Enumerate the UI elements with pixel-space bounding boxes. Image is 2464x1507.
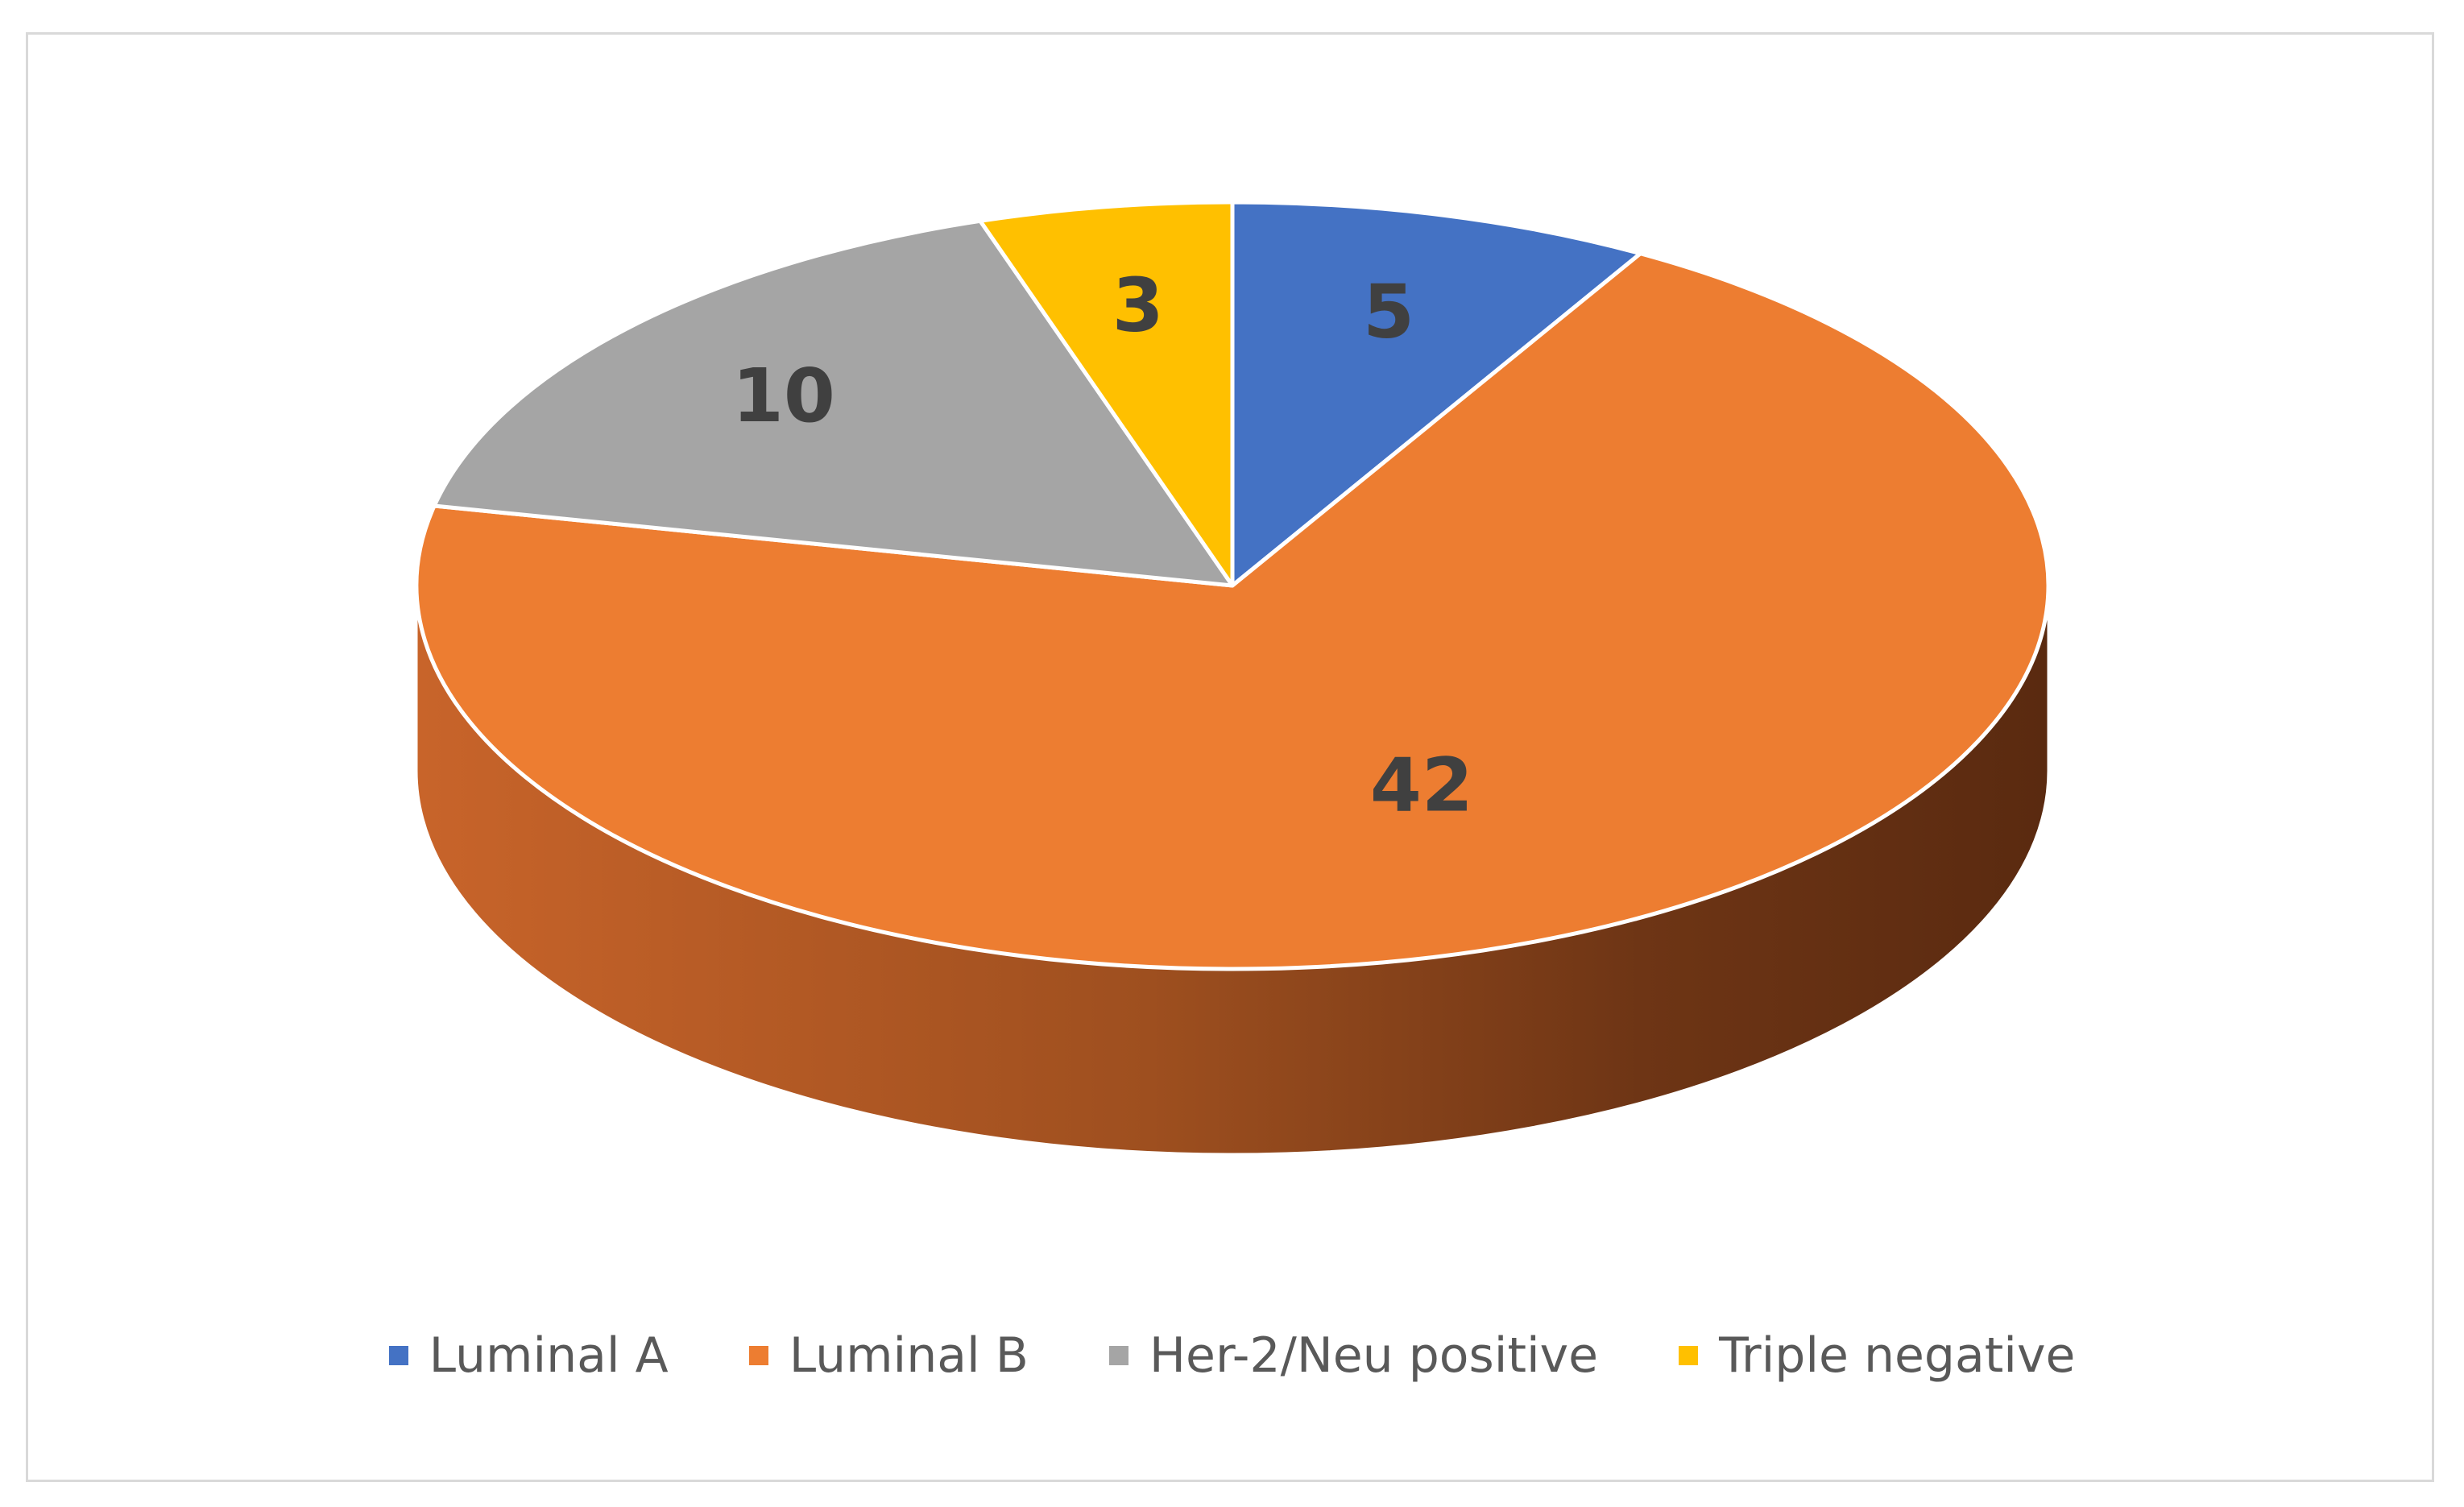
pie-slice-triple-negative bbox=[978, 200, 1235, 588]
legend-swatch-her2-neu-positive bbox=[1108, 1346, 1128, 1365]
data-label-her-2-neu-positive: 10 bbox=[732, 353, 835, 439]
legend-item-her2-neu-positive: Her-2/Neu positive bbox=[1108, 1327, 1599, 1384]
pie-slice-her-2-neu-positive bbox=[432, 218, 1235, 588]
legend-label-triple-negative: Triple negative bbox=[1719, 1327, 2076, 1384]
legend: Luminal A Luminal B Her-2/Neu positive T… bbox=[0, 1327, 2464, 1384]
legend-label-luminal-b: Luminal B bbox=[789, 1327, 1029, 1384]
legend-item-triple-negative: Triple negative bbox=[1679, 1327, 2075, 1384]
legend-swatch-triple-negative bbox=[1679, 1346, 1699, 1365]
legend-label-her2-neu-positive: Her-2/Neu positive bbox=[1149, 1327, 1599, 1384]
pie-slice-luminal-a bbox=[1230, 200, 1642, 588]
pie-slice-luminal-b bbox=[414, 251, 2051, 971]
data-label-luminal-b: 42 bbox=[1370, 742, 1473, 828]
data-label-triple-negative: 3 bbox=[1112, 263, 1164, 349]
legend-item-luminal-b: Luminal B bbox=[748, 1327, 1029, 1384]
pie-labels-layer: 5 42 10 3 bbox=[732, 263, 1473, 829]
legend-item-luminal-a: Luminal A bbox=[388, 1327, 669, 1384]
legend-swatch-luminal-a bbox=[388, 1346, 408, 1365]
legend-swatch-luminal-b bbox=[748, 1346, 768, 1365]
data-label-luminal-a: 5 bbox=[1363, 268, 1414, 354]
pie-slices-layer bbox=[414, 200, 2051, 971]
legend-label-luminal-a: Luminal A bbox=[429, 1327, 669, 1384]
